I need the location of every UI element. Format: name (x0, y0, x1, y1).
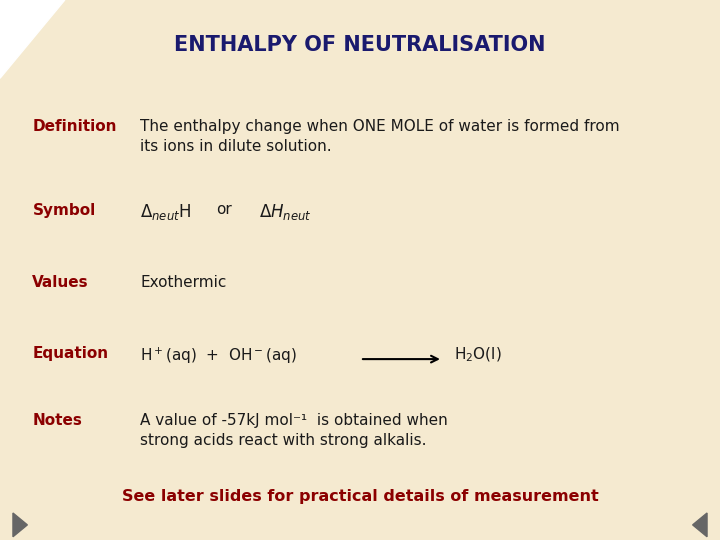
Text: H$_2$O(l): H$_2$O(l) (454, 346, 501, 364)
Text: The enthalpy change when ONE MOLE of water is formed from
its ions in dilute sol: The enthalpy change when ONE MOLE of wat… (140, 119, 620, 153)
Text: Notes: Notes (32, 413, 82, 428)
Text: $\Delta_{neut}$H: $\Delta_{neut}$H (140, 202, 192, 222)
Text: Symbol: Symbol (32, 202, 96, 218)
Polygon shape (0, 0, 65, 78)
Text: or: or (216, 202, 232, 218)
Text: See later slides for practical details of measurement: See later slides for practical details o… (122, 489, 598, 504)
Polygon shape (13, 513, 27, 537)
Text: A value of -57kJ mol⁻¹  is obtained when
strong acids react with strong alkalis.: A value of -57kJ mol⁻¹ is obtained when … (140, 413, 448, 448)
Text: Definition: Definition (32, 119, 117, 134)
Text: ENTHALPY OF NEUTRALISATION: ENTHALPY OF NEUTRALISATION (174, 35, 546, 55)
Text: Exothermic: Exothermic (140, 275, 227, 291)
Polygon shape (693, 513, 707, 537)
Text: Values: Values (32, 275, 89, 291)
Text: H$^+$(aq)  +  OH$^-$(aq): H$^+$(aq) + OH$^-$(aq) (140, 346, 297, 366)
Text: Equation: Equation (32, 346, 109, 361)
Text: $\Delta H_{neut}$: $\Delta H_{neut}$ (259, 202, 312, 222)
